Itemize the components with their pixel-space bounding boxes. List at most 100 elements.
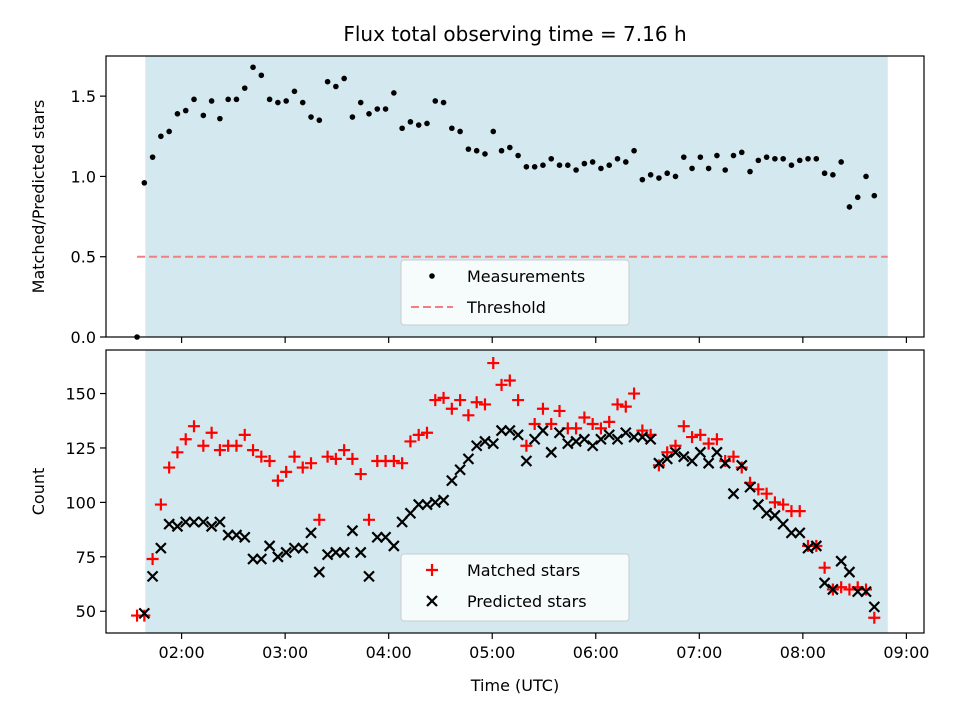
data-point — [520, 455, 533, 467]
data-point — [188, 420, 201, 433]
data-point — [330, 546, 342, 559]
data-point — [644, 433, 657, 446]
data-point — [424, 120, 430, 127]
data-point — [835, 581, 848, 594]
data-point — [171, 446, 184, 459]
data-point — [669, 439, 682, 452]
legend-label: Measurements — [467, 267, 585, 286]
data-point — [793, 505, 806, 518]
data-point — [470, 440, 483, 452]
data-point — [652, 459, 665, 472]
data-point — [149, 154, 156, 160]
data-point — [163, 518, 175, 530]
data-point — [540, 162, 546, 168]
data-point — [247, 553, 259, 565]
legend: Measurements Threshold — [400, 259, 630, 326]
data-point — [182, 107, 189, 114]
data-point — [796, 157, 803, 164]
data-point — [291, 88, 298, 95]
data-point — [730, 152, 737, 159]
data-point — [213, 444, 226, 457]
data-point — [694, 446, 707, 459]
data-point — [860, 585, 872, 598]
data-point — [603, 429, 616, 441]
x-tick-label: 07:00 — [676, 643, 722, 662]
data-point — [705, 165, 712, 172]
x-tick-label: 05:00 — [469, 643, 515, 662]
data-point — [457, 128, 463, 135]
data-point — [719, 455, 732, 468]
series-matched-stars — [131, 357, 881, 624]
data-point — [440, 99, 447, 106]
data-point — [316, 117, 323, 124]
data-point — [154, 498, 167, 511]
legend-label: Threshold — [466, 298, 546, 317]
data-point — [188, 516, 200, 528]
data-point — [802, 542, 814, 554]
data-point — [255, 553, 268, 565]
data-point — [846, 204, 853, 210]
y-tick-label: 1.5 — [71, 87, 96, 106]
count-panel: 50 75 100 125 150 02:00 03:00 04:00 05:00 06:00 07… — [29, 349, 929, 662]
legend-box — [400, 259, 630, 326]
data-point — [271, 474, 284, 487]
data-point — [656, 175, 662, 181]
data-point — [586, 440, 599, 452]
data-point — [851, 585, 864, 598]
data-point — [495, 378, 508, 391]
data-point — [772, 155, 778, 162]
data-point — [462, 409, 475, 422]
data-point — [404, 435, 417, 448]
y-tick-label: 75 — [76, 548, 96, 567]
data-point — [711, 446, 723, 459]
data-point — [174, 111, 181, 117]
legend-marker — [426, 595, 438, 607]
data-point — [752, 498, 765, 511]
series-measurements — [134, 64, 878, 340]
data-point — [263, 455, 276, 468]
data-point — [241, 85, 248, 91]
data-point — [628, 431, 640, 443]
data-point — [432, 98, 439, 104]
data-point — [788, 162, 795, 168]
data-point — [570, 435, 582, 448]
data-point — [197, 439, 210, 452]
data-point — [233, 96, 240, 103]
plot-frame — [105, 55, 925, 338]
x-tick-label: 03:00 — [262, 643, 308, 662]
y-tick-label: 0.5 — [71, 248, 96, 267]
data-point — [755, 157, 762, 164]
data-point — [581, 160, 588, 167]
data-point — [313, 513, 326, 526]
data-point — [553, 426, 566, 439]
data-point — [735, 459, 748, 472]
data-point — [537, 424, 549, 437]
data-point — [299, 99, 306, 106]
data-point — [631, 147, 637, 154]
data-point — [146, 570, 159, 583]
data-point — [197, 516, 210, 528]
data-point — [454, 394, 467, 407]
data-point — [495, 424, 508, 437]
data-point — [669, 446, 682, 459]
data-point — [305, 527, 317, 539]
data-point — [868, 601, 881, 613]
data-point — [727, 487, 740, 500]
data-point — [686, 455, 698, 467]
data-point — [313, 566, 326, 578]
data-point — [515, 152, 521, 159]
data-point — [437, 391, 450, 404]
data-point — [818, 577, 831, 589]
data-point — [763, 154, 770, 160]
data-point — [225, 96, 231, 103]
data-point — [528, 418, 541, 431]
data-point — [813, 155, 820, 162]
data-point — [415, 122, 422, 128]
data-point — [141, 180, 148, 186]
data-point — [639, 176, 646, 183]
data-point — [266, 96, 273, 103]
data-point — [586, 418, 599, 431]
x-tick-label: 08:00 — [780, 643, 826, 662]
data-point — [614, 155, 621, 162]
data-point — [504, 424, 516, 437]
